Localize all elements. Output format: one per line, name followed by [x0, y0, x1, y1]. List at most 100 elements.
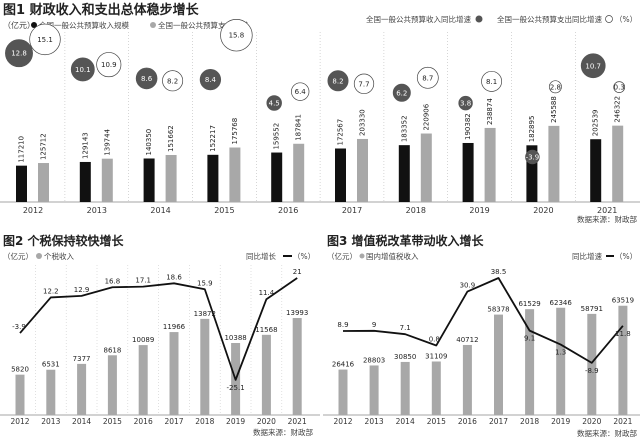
- expenditure-value-label: 187841: [295, 114, 303, 141]
- revenue-bar: [271, 152, 283, 202]
- bar: [107, 355, 117, 415]
- revenue-growth-bubble: [392, 83, 411, 102]
- revenue-growth-label: 8.2: [332, 77, 343, 85]
- growth-line: [19, 277, 298, 381]
- revenue-growth-label: 8.6: [141, 75, 153, 83]
- revenue-bar: [462, 142, 474, 202]
- x-tick-label: 2017: [489, 417, 508, 426]
- x-tick-label: 2012: [10, 417, 29, 426]
- expenditure-value-label: 175768: [231, 118, 239, 145]
- revenue-value-label: 152217: [209, 125, 217, 152]
- growth-value-label: 18.6: [166, 273, 182, 281]
- bar: [431, 361, 441, 415]
- expenditure-growth-bubble: [291, 82, 310, 101]
- expenditure-bar: [357, 138, 368, 202]
- revenue-growth-bubble: [580, 53, 606, 79]
- growth-value-label: 38.5: [491, 268, 507, 276]
- growth-value-label: -25.1: [227, 384, 245, 392]
- bar: [15, 374, 25, 415]
- growth-value-label: 15.9: [197, 279, 213, 287]
- x-tick-label: 2015: [427, 417, 446, 426]
- bar-value-label: 28803: [363, 356, 385, 364]
- chart3-source: 数据来源：财政部: [577, 428, 637, 438]
- legend-revenue-growth-swatch: [475, 15, 483, 23]
- revenue-growth-bubble: [5, 39, 33, 68]
- bar-value-label: 13993: [286, 309, 308, 317]
- revenue-bar: [207, 154, 219, 202]
- expenditure-growth-bubble: [162, 70, 184, 92]
- revenue-bar: [526, 145, 538, 202]
- bar: [494, 314, 503, 415]
- chart3-bar-legend: 国内增值税收入: [366, 251, 419, 261]
- bar-value-label: 5820: [11, 366, 29, 374]
- expenditure-value-label: 238874: [486, 98, 494, 125]
- chart2-unit: （亿元）: [3, 251, 33, 261]
- chart3-unit: （亿元）: [327, 251, 357, 261]
- x-tick-label: 2012: [333, 417, 352, 426]
- x-tick-label: 2014: [396, 417, 415, 426]
- bar: [169, 332, 179, 415]
- expenditure-growth-bubble: [481, 70, 503, 92]
- x-tick-label: 2018: [195, 417, 214, 426]
- expenditure-growth-bubble: [220, 19, 253, 52]
- expenditure-growth-label: 6.4: [295, 88, 307, 96]
- revenue-growth-bubble: [199, 68, 222, 91]
- bar: [369, 365, 379, 415]
- growth-line: [342, 277, 624, 364]
- bar: [618, 305, 628, 415]
- x-tick-label: 2020: [582, 417, 601, 426]
- expenditure-growth-bubble: [29, 23, 61, 56]
- expenditure-value-label: 151662: [167, 125, 175, 152]
- revenue-value-label: 202539: [592, 109, 600, 136]
- growth-value-label: 21: [293, 268, 302, 276]
- expenditure-growth-label: 15.8: [229, 32, 245, 40]
- growth-value-label: -8.9: [585, 367, 599, 375]
- x-tick-label: 2016: [458, 417, 477, 426]
- growth-value-label: 16.8: [105, 277, 121, 285]
- revenue-growth-bubble: [525, 149, 540, 165]
- growth-value-label: 8.9: [337, 321, 348, 329]
- growth-value-label: 12.2: [43, 287, 59, 295]
- x-tick-label: 2021: [288, 417, 307, 426]
- bar-value-label: 58378: [487, 306, 509, 314]
- bar-value-label: 13872: [194, 310, 216, 318]
- revenue-growth-label: 12.8: [11, 50, 27, 58]
- expenditure-bar: [612, 125, 624, 202]
- expenditure-value-label: 125712: [40, 133, 48, 160]
- expenditure-bar: [548, 125, 560, 202]
- chart2-bar-legend: 个税收入: [44, 251, 74, 261]
- x-tick-label: 2020: [533, 206, 553, 215]
- x-tick-label: 2014: [72, 417, 91, 426]
- expenditure-growth-label: 0.3: [614, 84, 625, 92]
- growth-value-label: 1.3: [555, 349, 566, 357]
- chart3-bar-legend-swatch: [359, 253, 365, 259]
- bar: [46, 369, 56, 415]
- expenditure-value-label: 139744: [103, 128, 111, 155]
- bar: [138, 345, 148, 415]
- revenue-value-label: 129143: [81, 132, 89, 159]
- revenue-bar: [16, 165, 27, 202]
- growth-value-label: 9.1: [524, 335, 535, 343]
- bar: [77, 363, 87, 415]
- x-tick-label: 2014: [150, 206, 170, 215]
- growth-value-label: 17.1: [135, 277, 151, 285]
- chart2-line-legend: 同比增长: [246, 251, 276, 261]
- bar: [400, 361, 410, 415]
- chart3: 图3 增值税改革带动收入增长 （亿元） 国内增值税收入 同比增速 （%） 数据来…: [323, 233, 640, 438]
- x-tick-label: 2019: [469, 206, 489, 215]
- bar: [587, 313, 597, 415]
- expenditure-growth-label: 7.7: [358, 80, 369, 88]
- growth-value-label: 11.8: [615, 330, 631, 338]
- x-tick-label: 2021: [597, 206, 617, 215]
- bar-value-label: 10089: [132, 336, 154, 344]
- chart1-title: 图1 财政收入和支出总体稳步增长: [3, 2, 200, 18]
- expenditure-growth-bubble: [613, 81, 626, 93]
- revenue-growth-label: 10.1: [75, 66, 91, 74]
- chart2-bar-legend-swatch: [36, 253, 42, 259]
- expenditure-growth-label: 15.1: [37, 36, 53, 44]
- legend-expenditure-label: 全国一般公共预算支出规模: [158, 20, 248, 30]
- x-tick-label: 2015: [103, 417, 122, 426]
- expenditure-value-label: 203330: [359, 109, 367, 136]
- revenue-growth-label: -3.9: [526, 154, 540, 162]
- x-tick-label: 2019: [226, 417, 245, 426]
